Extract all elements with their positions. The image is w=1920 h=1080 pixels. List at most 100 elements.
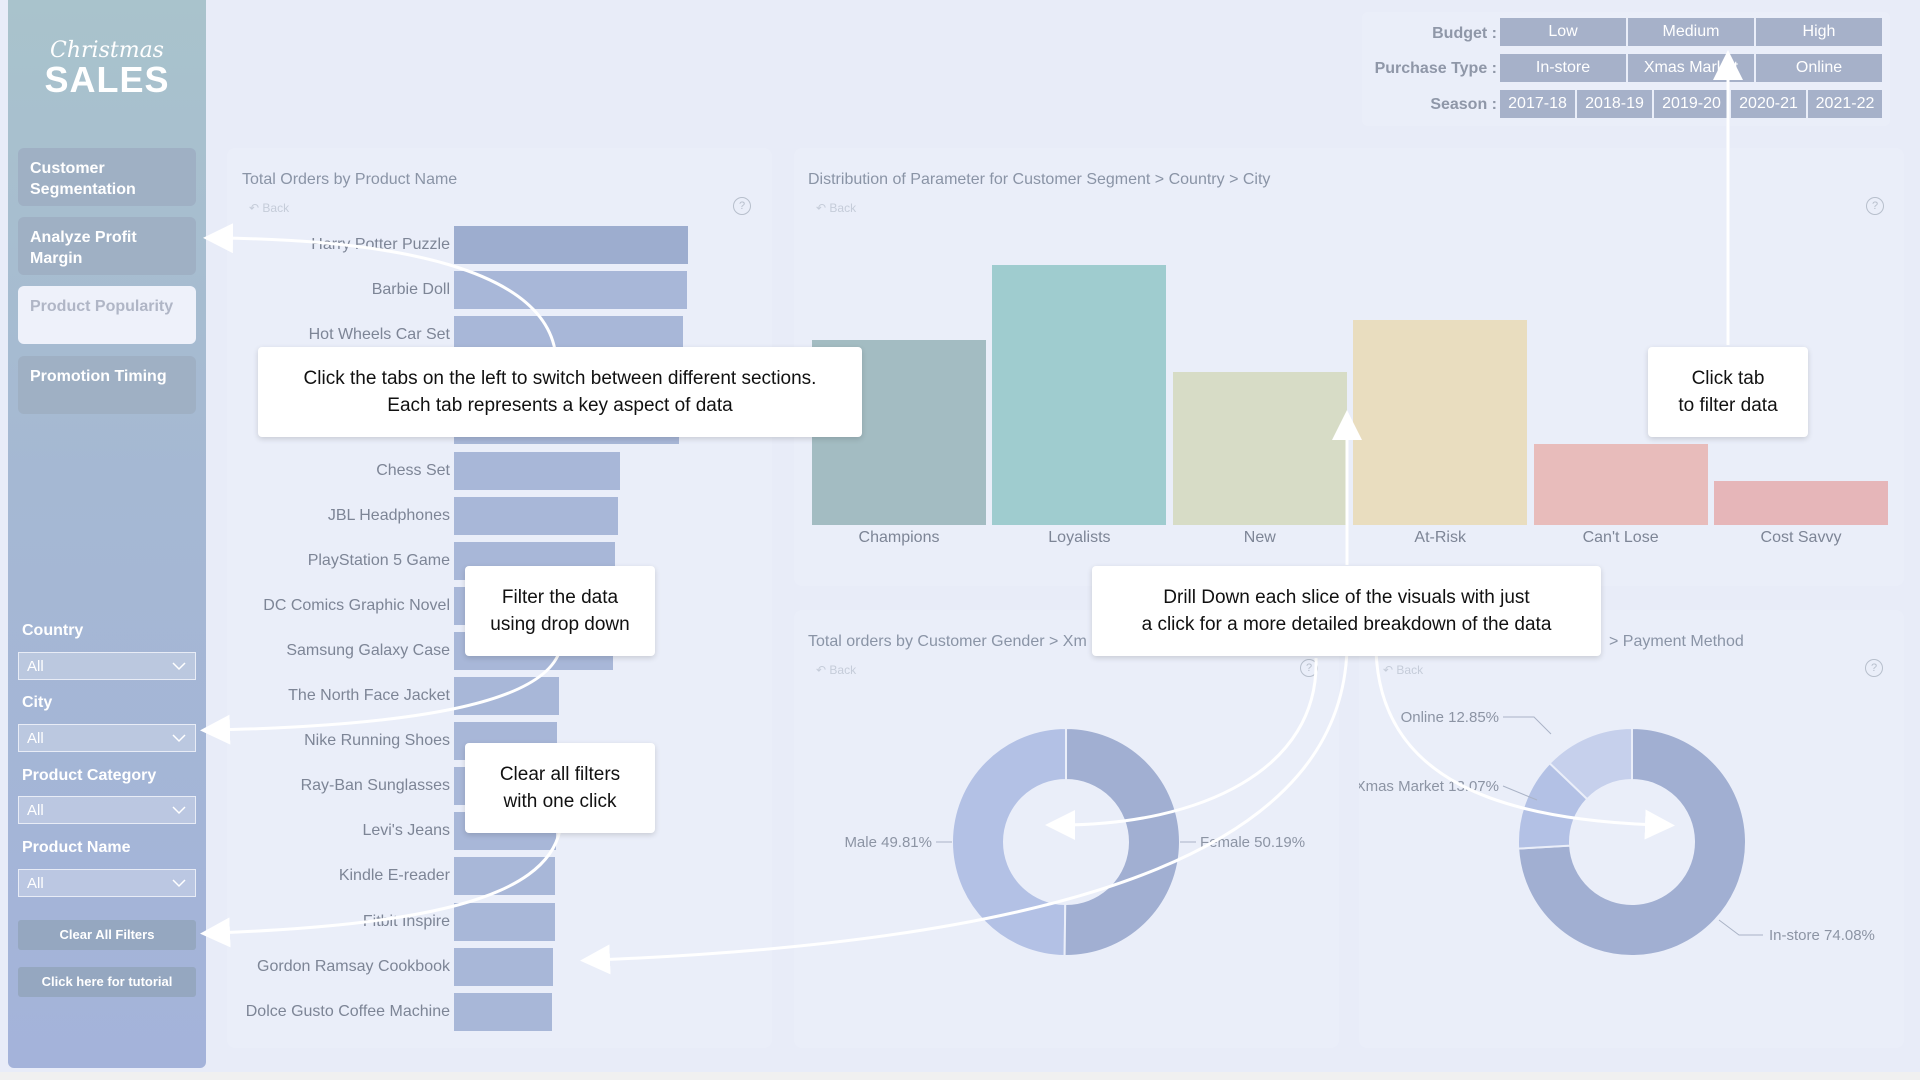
country-dropdown[interactable]: All [18,652,196,680]
leader-line [1503,716,1552,735]
callout-line: Filter the data [501,587,619,608]
callout-filter-tab: Click tab to filter data [1648,347,1808,437]
tab-label: Promotion Timing [30,368,167,385]
orders-bar[interactable] [454,226,688,264]
sidebar: Christmas SALES Customer Segmentation An… [8,0,206,1068]
callout-line: Clear all filters [499,764,621,785]
bar-label: Barbie Doll [371,281,450,299]
donut-label: In-store 74.08% [1769,927,1875,944]
season-2017-18-button[interactable]: 2017-18 [1500,90,1575,118]
tab-product-popularity[interactable]: Product Popularity [18,286,196,344]
chevron-down-icon [172,662,186,671]
segment-label: Loyalists [1048,529,1111,546]
chevron-down-icon [172,806,186,815]
season-2019-20-button[interactable]: 2019-20 [1654,90,1729,118]
donut-slice[interactable] [1063,726,1181,957]
leader-line [1718,919,1763,936]
panel-title: Total Orders by Product Name [242,171,458,188]
segment-label: Champions [858,529,940,546]
purchase-xmas-market-button[interactable]: Xmas Market [1628,54,1754,82]
tab-label: Customer Segmentation [30,160,136,198]
tab-analyze-profit-margin[interactable]: Analyze Profit Margin [18,217,196,275]
bar-label: Nike Running Shoes [304,732,450,750]
budget-low-button[interactable]: Low [1500,18,1626,46]
product-name-dropdown[interactable]: All [18,869,196,897]
callout-tabs: Click the tabs on the left to switch bet… [258,347,862,437]
purchase-online-button[interactable]: Online [1756,54,1882,82]
country-filter-label: Country [22,622,84,639]
donut-slice[interactable] [951,726,1068,958]
back-label: Back [829,201,857,215]
orders-bar[interactable] [454,857,555,896]
back-button[interactable]: ↶ Back [249,201,289,215]
product-category-filter-label: Product Category [22,767,157,784]
product-category-dropdown[interactable]: All [18,796,196,824]
tab-customer-segmentation[interactable]: Customer Segmentation [18,148,196,206]
season-2021-22-button[interactable]: 2021-22 [1808,90,1882,118]
dropdown-value: All [27,875,44,892]
bar-label: Chess Set [376,461,450,479]
gender-donut-chart: Male 49.81% Female 50.19% [844,726,1305,958]
slicer-panel: Budget : Low Medium High Purchase Type :… [1362,12,1890,126]
logo: Christmas SALES [8,40,206,98]
orders-bar[interactable] [454,902,555,941]
bar-label: Harry Potter Puzzle [311,236,450,253]
purchase-instore-button[interactable]: In-store [1500,54,1626,82]
callout-line: Click tab [1691,368,1765,389]
callout-line: with one click [503,791,617,812]
season-label: Season : [1430,96,1497,113]
callout-clear: Clear all filters with one click [465,743,655,833]
callout-line: to filter data [1678,395,1778,416]
undo-arrow-icon: ↶ [249,201,260,215]
donut-label: Male 49.81% [844,834,932,851]
segment-bar[interactable] [1714,480,1888,525]
segment-bar[interactable] [1353,319,1528,525]
chevron-down-icon [172,734,186,743]
budget-high-button[interactable]: High [1756,18,1882,46]
tab-promotion-timing[interactable]: Promotion Timing [18,356,196,414]
orders-bar[interactable] [454,451,621,490]
segment-bar[interactable] [1172,371,1347,525]
segment-label: New [1243,529,1276,546]
help-icon[interactable]: ? [733,197,751,215]
chevron-down-icon [172,879,186,888]
orders-bar[interactable] [454,496,618,535]
logo-script: Christmas [50,38,164,63]
city-dropdown[interactable]: All [18,724,196,752]
segment-label: Can't Lose [1582,529,1659,546]
orders-bar[interactable] [454,271,687,310]
payment-donut-chart: Online 12.85% Xmas Market 13.07% In-store … [1359,709,1875,957]
clear-all-filters-button[interactable]: Clear All Filters [18,920,196,950]
bar-label: Ray-Ban Sunglasses [300,777,450,795]
season-2020-21-button[interactable]: 2020-21 [1731,90,1806,118]
distribution-panel: Distribution of Parameter for Customer S… [794,148,1904,586]
bar-label: DC Comics Graphic Novel [263,596,450,614]
tutorial-button[interactable]: Click here for tutorial [18,967,196,997]
bar-label: Dolce Gusto Coffee Machine [245,1002,450,1020]
help-icon[interactable]: ? [1866,197,1884,215]
payment-panel: > Payment Method ↶ Back ? Online 12.85% X… [1359,610,1904,1048]
donut-label: Xmas Market 13.07% [1359,778,1499,795]
season-2018-19-button[interactable]: 2018-19 [1577,90,1652,118]
tab-label: Analyze Profit Margin [30,229,137,267]
bar-label: Kindle E-reader [338,867,450,885]
orders-bar[interactable] [454,947,554,986]
logo-main: SALES [44,59,170,100]
orders-bar[interactable] [454,677,560,715]
segment-bar[interactable] [992,265,1167,525]
back-label: Back [262,201,290,215]
help-icon[interactable]: ? [1865,659,1883,677]
callout-line: Drill Down each slice of the visuals wit… [1163,587,1530,608]
callout-line: a click for a more detailed breakdown of… [1141,614,1552,635]
budget-medium-button[interactable]: Medium [1628,18,1754,46]
segment-bar[interactable] [1533,444,1708,525]
product-name-filter-label: Product Name [22,839,131,856]
horizontal-scrollbar[interactable] [0,1072,1920,1080]
orders-bar[interactable] [454,992,553,1031]
back-button[interactable]: ↶ Back [816,201,856,215]
undo-arrow-icon: ↶ [816,201,827,215]
segment-label: Cost Savvy [1760,529,1842,546]
panel-title: > Payment Method [1609,633,1744,650]
donut-slice[interactable] [1517,726,1747,957]
gender-panel: Total orders by Customer Gender > Xm ↶ B… [794,610,1339,1048]
